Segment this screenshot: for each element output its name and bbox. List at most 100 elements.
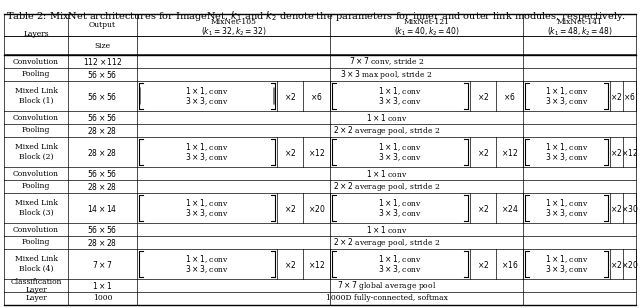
Text: $3\times3$, conv: $3\times3$, conv (378, 263, 422, 275)
Text: $1\times1$, conv: $1\times1$, conv (545, 85, 589, 97)
Text: $3\times3$ max pool, stride 2: $3\times3$ max pool, stride 2 (340, 68, 433, 81)
Text: $1\times1$, conv: $1\times1$, conv (378, 141, 422, 153)
Text: $2\times2$ average pool, stride 2: $2\times2$ average pool, stride 2 (333, 180, 440, 193)
Text: $\times30$: $\times30$ (621, 202, 638, 213)
Text: $1\times1$, conv: $1\times1$, conv (185, 253, 229, 265)
Text: $3\times3$, conv: $3\times3$, conv (545, 151, 589, 163)
Text: MixNet-105: MixNet-105 (211, 18, 257, 26)
Text: $(k_1=40, k_2=40)$: $(k_1=40, k_2=40)$ (394, 26, 460, 38)
Text: 1000: 1000 (93, 294, 112, 302)
Text: $\times20$: $\times20$ (621, 258, 638, 270)
Text: $56\times56$: $56\times56$ (88, 69, 118, 80)
Text: Pooling: Pooling (22, 127, 50, 135)
Text: Classification: Classification (10, 278, 61, 286)
Text: Block (4): Block (4) (19, 265, 53, 273)
Text: Layers: Layers (23, 30, 49, 38)
Text: $1\times1$, conv: $1\times1$, conv (185, 141, 229, 153)
Text: $1\times1$, conv: $1\times1$, conv (545, 197, 589, 209)
Text: $1\times1$ conv: $1\times1$ conv (365, 168, 407, 179)
Text: Block (2): Block (2) (19, 153, 53, 161)
Text: Size: Size (95, 42, 111, 50)
Text: $\times16$: $\times16$ (500, 258, 518, 270)
Text: $28\times28$: $28\times28$ (88, 181, 118, 192)
Text: $3\times3$, conv: $3\times3$, conv (185, 263, 229, 275)
Text: 1000D fully-connected, softmax: 1000D fully-connected, softmax (326, 294, 447, 302)
Text: $3\times3$, conv: $3\times3$, conv (378, 151, 422, 163)
Text: $\times6$: $\times6$ (310, 91, 323, 102)
Text: MixNet-141: MixNet-141 (557, 18, 602, 26)
Text: $2\times2$ average pool, stride 2: $2\times2$ average pool, stride 2 (333, 236, 440, 249)
Text: $3\times3$, conv: $3\times3$, conv (545, 207, 589, 219)
Text: $7\times7$: $7\times7$ (92, 258, 113, 270)
Text: $\times2$: $\times2$ (284, 147, 296, 157)
Text: $\times2$: $\times2$ (284, 202, 296, 213)
Text: $56\times56$: $56\times56$ (88, 224, 118, 235)
Text: $56\times56$: $56\times56$ (88, 112, 118, 123)
Text: $112\times112$: $112\times112$ (83, 56, 122, 67)
Text: Mixed Link: Mixed Link (15, 199, 58, 207)
Text: $(k_1=32, k_2=32)$: $(k_1=32, k_2=32)$ (201, 26, 266, 38)
Text: $3\times3$, conv: $3\times3$, conv (545, 95, 589, 107)
Text: $3\times3$, conv: $3\times3$, conv (378, 207, 422, 219)
Text: $\times24$: $\times24$ (500, 202, 518, 213)
Text: $\times12$: $\times12$ (501, 147, 518, 157)
Text: $\times20$: $\times20$ (308, 202, 325, 213)
Text: $28\times28$: $28\times28$ (88, 147, 118, 157)
Text: $\times2$: $\times2$ (477, 202, 489, 213)
Text: $3\times3$, conv: $3\times3$, conv (545, 263, 589, 275)
Text: $1\times1$, conv: $1\times1$, conv (545, 253, 589, 265)
Text: $\times2$: $\times2$ (611, 147, 623, 157)
Text: $\times2$: $\times2$ (284, 91, 296, 102)
Text: Mixed Link: Mixed Link (15, 255, 58, 263)
Text: $\times2$: $\times2$ (611, 258, 623, 270)
Text: Pooling: Pooling (22, 71, 50, 79)
Text: Pooling: Pooling (22, 183, 50, 191)
Text: $3\times3$, conv: $3\times3$, conv (378, 95, 422, 107)
Text: $\times6$: $\times6$ (623, 91, 636, 102)
Text: Convolution: Convolution (13, 169, 59, 177)
Text: Table 2: MixNet architectures for ImageNet. $k_1$ and $k_2$ denote the parameter: Table 2: MixNet architectures for ImageN… (6, 9, 626, 23)
Text: $3\times3$, conv: $3\times3$, conv (185, 207, 229, 219)
Text: Convolution: Convolution (13, 225, 59, 233)
Text: $3\times3$, conv: $3\times3$, conv (185, 151, 229, 163)
Text: $28\times28$: $28\times28$ (88, 125, 118, 136)
Text: $(k_1=48, k_2=48)$: $(k_1=48, k_2=48)$ (547, 26, 612, 38)
Text: Pooling: Pooling (22, 238, 50, 246)
Text: Block (1): Block (1) (19, 97, 53, 105)
Text: $\times2$: $\times2$ (611, 202, 623, 213)
Text: $\times2$: $\times2$ (611, 91, 623, 102)
Text: $1\times1$, conv: $1\times1$, conv (545, 141, 589, 153)
Text: $3\times3$, conv: $3\times3$, conv (185, 95, 229, 107)
Text: Mixed Link: Mixed Link (15, 143, 58, 151)
Text: MixNet-121: MixNet-121 (403, 18, 449, 26)
Text: $7\times7$ conv, stride 2: $7\times7$ conv, stride 2 (349, 56, 424, 67)
Text: $1\times1$, conv: $1\times1$, conv (378, 197, 422, 209)
Text: $\times6$: $\times6$ (503, 91, 516, 102)
Text: $14\times14$: $14\times14$ (87, 202, 118, 213)
Text: Convolution: Convolution (13, 114, 59, 121)
Text: Layer: Layer (25, 286, 47, 294)
Text: Layer: Layer (25, 294, 47, 302)
Text: $28\times28$: $28\times28$ (88, 237, 118, 248)
Text: $1\times1$, conv: $1\times1$, conv (378, 85, 422, 97)
Text: $\times12$: $\times12$ (308, 147, 325, 157)
Text: $\times2$: $\times2$ (477, 91, 489, 102)
Text: $1\times1$: $1\times1$ (92, 280, 113, 291)
Text: Output: Output (89, 21, 116, 29)
Text: $1\times1$, conv: $1\times1$, conv (185, 197, 229, 209)
Text: $56\times56$: $56\times56$ (88, 168, 118, 179)
Text: $\times12$: $\times12$ (308, 258, 325, 270)
Text: $1\times1$ conv: $1\times1$ conv (365, 112, 407, 123)
Text: $56\times56$: $56\times56$ (88, 91, 118, 102)
Text: $\times2$: $\times2$ (477, 147, 489, 157)
Text: Block (3): Block (3) (19, 209, 53, 217)
Text: $7\times7$ global average pool: $7\times7$ global average pool (337, 279, 436, 292)
Text: $1\times1$, conv: $1\times1$, conv (378, 253, 422, 265)
Text: Convolution: Convolution (13, 58, 59, 66)
Text: Mixed Link: Mixed Link (15, 87, 58, 95)
Text: $\times2$: $\times2$ (284, 258, 296, 270)
Text: $2\times2$ average pool, stride 2: $2\times2$ average pool, stride 2 (333, 124, 440, 137)
Text: $\times12$: $\times12$ (621, 147, 638, 157)
Text: $\times2$: $\times2$ (477, 258, 489, 270)
Text: $1\times1$, conv: $1\times1$, conv (185, 85, 229, 97)
